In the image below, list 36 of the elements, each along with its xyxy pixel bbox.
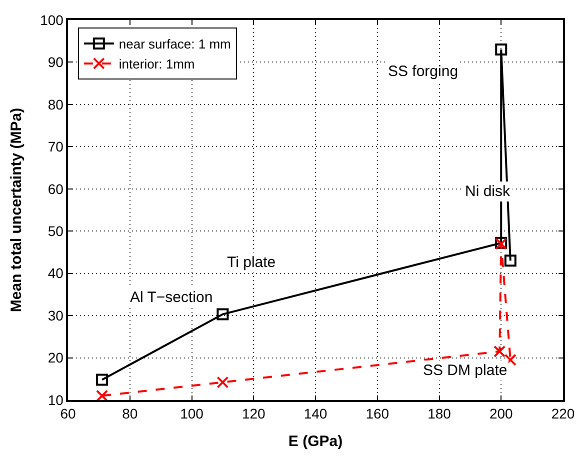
y-axis-title: Mean total uncertainty (MPa) (8, 108, 25, 312)
y-tick-label: 20 (48, 350, 64, 366)
y-tick-label: 10 (48, 392, 64, 408)
annotation: SS forging (388, 63, 458, 80)
point (96, 374, 108, 386)
legend-label: interior: 1mm (118, 56, 195, 72)
y-tick-label: 90 (48, 54, 64, 70)
point (504, 354, 516, 366)
x-tick-label: 200 (489, 406, 514, 422)
point (216, 308, 229, 320)
x-tick-label: 220 (551, 406, 575, 422)
legend-label: near surface: 1 mm (118, 36, 231, 52)
x-tick-label: 140 (304, 406, 328, 422)
point (96, 390, 108, 400)
annotation: Ti plate (227, 254, 276, 271)
y-tick-label: 80 (48, 96, 64, 112)
point (216, 376, 229, 388)
x-axis-title: E (GPa) (288, 433, 343, 450)
annotation: Ni disk (465, 183, 511, 200)
y-tick-label: 50 (48, 223, 64, 240)
point (504, 254, 516, 267)
point (494, 345, 506, 358)
y-tick-label: 30 (48, 307, 64, 324)
y-tick-label: 100 (40, 12, 64, 28)
x-tick-label: 120 (242, 406, 266, 422)
y-tick-label: 70 (48, 138, 64, 155)
point (495, 44, 508, 56)
annotation: Al T−section (130, 289, 213, 306)
y-tick-label: 40 (48, 265, 64, 282)
x-tick-label: 60 (60, 406, 76, 422)
x-tick-label: 160 (366, 406, 390, 422)
x-tick-label: 100 (180, 406, 204, 422)
annotation: SS DM plate (423, 362, 508, 379)
y-tick-label: 60 (48, 180, 64, 197)
x-tick-label: 80 (122, 406, 138, 422)
x-tick-label: 180 (428, 406, 452, 422)
